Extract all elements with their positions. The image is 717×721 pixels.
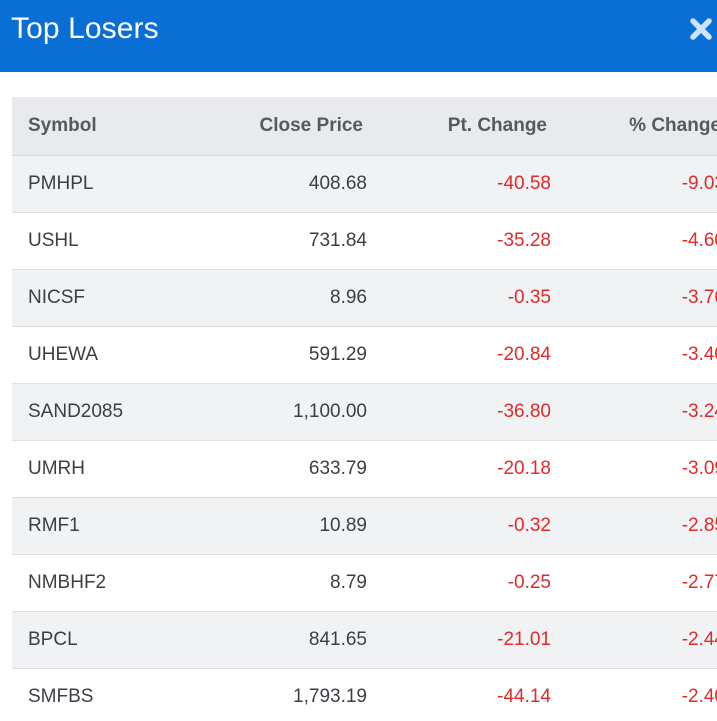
close-price-cell: 10.89: [203, 497, 367, 555]
symbol-cell: USHL: [12, 212, 203, 270]
symbol-cell: NMBHF2: [12, 554, 203, 612]
close-price-cell: 8.96: [203, 269, 367, 327]
symbol-cell: RMF1: [12, 497, 203, 555]
modal-header: Top Losers: [0, 0, 717, 72]
close-price-cell: 8.79: [203, 554, 367, 612]
pct-change-cell: -3.09: [551, 440, 717, 498]
pt-change-cell: -20.84: [367, 326, 551, 384]
symbol-cell: NICSF: [12, 269, 203, 327]
close-price-cell: 408.68: [203, 155, 367, 213]
column-header-close-price[interactable]: Close Price: [203, 97, 367, 156]
close-price-cell: 841.65: [203, 611, 367, 669]
pt-change-cell: -0.25: [367, 554, 551, 612]
modal-title: Top Losers: [11, 12, 159, 45]
pct-change-cell: -9.03: [551, 155, 717, 213]
pt-change-cell: -0.32: [367, 497, 551, 555]
close-price-cell: 1,793.19: [203, 668, 367, 721]
close-price-cell: 633.79: [203, 440, 367, 498]
close-price-cell: 591.29: [203, 326, 367, 384]
pt-change-cell: -21.01: [367, 611, 551, 669]
pct-change-cell: -2.85: [551, 497, 717, 555]
pt-change-cell: -44.14: [367, 668, 551, 721]
close-price-cell: 1,100.00: [203, 383, 367, 441]
pct-change-cell: -3.76: [551, 269, 717, 327]
pct-change-cell: -2.40: [551, 668, 717, 721]
pt-change-cell: -35.28: [367, 212, 551, 270]
symbol-cell: PMHPL: [12, 155, 203, 213]
close-icon[interactable]: [689, 17, 713, 41]
pct-change-cell: -4.60: [551, 212, 717, 270]
table-header-row: Symbol Close Price Pt. Change % Change: [12, 97, 717, 156]
symbol-cell: SMFBS: [12, 668, 203, 721]
symbol-cell: BPCL: [12, 611, 203, 669]
pct-change-cell: -3.24: [551, 383, 717, 441]
symbol-cell: UMRH: [12, 440, 203, 498]
column-header-symbol[interactable]: Symbol: [12, 97, 203, 156]
losers-table-container: Symbol Close Price Pt. Change % Change P…: [12, 97, 717, 721]
pt-change-cell: -20.18: [367, 440, 551, 498]
symbol-cell: SAND2085: [12, 383, 203, 441]
symbol-cell: UHEWA: [12, 326, 203, 384]
close-price-cell: 731.84: [203, 212, 367, 270]
pct-change-cell: -2.77: [551, 554, 717, 612]
column-header-pt-change[interactable]: Pt. Change: [367, 97, 551, 156]
losers-table: Symbol Close Price Pt. Change % Change P…: [12, 97, 717, 721]
pct-change-cell: -2.44: [551, 611, 717, 669]
column-header-pct-change[interactable]: % Change: [551, 97, 717, 156]
pt-change-cell: -40.58: [367, 155, 551, 213]
pt-change-cell: -36.80: [367, 383, 551, 441]
pct-change-cell: -3.40: [551, 326, 717, 384]
pt-change-cell: -0.35: [367, 269, 551, 327]
